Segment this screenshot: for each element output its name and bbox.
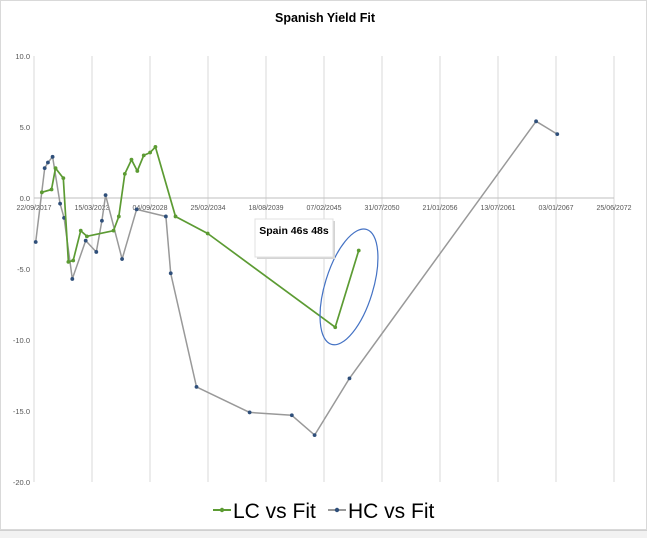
data-point — [46, 160, 50, 165]
data-point — [173, 214, 178, 219]
highlight-ellipse — [319, 228, 379, 346]
data-point — [141, 153, 146, 158]
data-point — [333, 325, 338, 330]
data-point — [61, 176, 66, 181]
x-tick-label: 04/09/2028 — [132, 205, 167, 212]
annotation-layer: Spain 46s 48s — [254, 218, 379, 346]
data-point — [53, 166, 58, 171]
legend: LC vs Fit HC vs Fit — [213, 500, 434, 523]
legend-label: HC vs Fit — [348, 500, 434, 523]
legend-swatch-marker — [219, 507, 225, 513]
legend-label: LC vs Fit — [233, 500, 316, 523]
x-tick-label: 18/08/2039 — [248, 205, 283, 212]
data-point — [168, 271, 173, 276]
y-tick-label: 5.0 — [20, 123, 30, 132]
data-point — [78, 228, 83, 233]
x-tick-label: 31/07/2050 — [364, 205, 399, 212]
data-point — [205, 231, 210, 236]
y-tick-label: 10.0 — [15, 52, 30, 61]
data-point — [111, 228, 116, 233]
callout-text: Spain 46s 48s — [259, 225, 329, 237]
data-point — [153, 144, 158, 149]
data-point — [70, 277, 75, 281]
legend-swatch-marker — [334, 507, 340, 513]
y-tick-label: -10.0 — [13, 336, 30, 345]
x-tick-label: 22/09/2017 — [16, 205, 51, 212]
data-point — [103, 193, 108, 198]
data-point — [120, 257, 124, 261]
data-point — [289, 413, 294, 418]
y-tick-label: -15.0 — [13, 407, 30, 416]
data-point — [100, 218, 104, 223]
data-point — [58, 201, 62, 206]
x-axis-ticks: 22/09/2017 15/03/2023 04/09/2028 25/02/2034… — [16, 205, 631, 212]
data-point — [42, 166, 47, 171]
data-point — [83, 238, 88, 243]
sheet-row-strip — [0, 530, 647, 538]
data-point — [39, 190, 44, 195]
data-point — [194, 384, 199, 389]
x-tick-label: 15/03/2023 — [74, 205, 109, 212]
callout-box — [254, 218, 334, 258]
x-tick-label: 07/02/2045 — [306, 205, 341, 212]
y-tick-label: -20.0 — [13, 478, 30, 487]
data-point — [116, 214, 121, 219]
data-point — [356, 248, 361, 253]
data-point — [312, 433, 317, 438]
x-tick-label: 21/01/2056 — [422, 205, 457, 212]
data-point — [135, 169, 140, 173]
data-point — [71, 258, 76, 263]
data-point — [163, 214, 168, 219]
x-tick-label: 13/07/2061 — [480, 205, 515, 212]
data-point — [129, 157, 134, 162]
x-tick-label: 03/01/2067 — [538, 205, 573, 212]
x-tick-label: 25/02/2034 — [190, 205, 225, 212]
series-line-hc-vs-fit — [34, 120, 558, 436]
data-point — [33, 240, 38, 244]
chart-title: Spanish Yield Fit — [275, 11, 376, 25]
y-tick-label: -5.0 — [17, 265, 30, 274]
data-point — [94, 250, 99, 254]
data-point — [66, 260, 71, 264]
data-point — [247, 410, 252, 415]
gridlines — [33, 56, 615, 482]
data-point — [555, 132, 560, 137]
data-point — [84, 234, 89, 239]
data-point — [122, 171, 127, 176]
data-point — [49, 187, 54, 192]
series-layer — [33, 119, 560, 438]
series-line-lc-vs-fit — [41, 146, 360, 329]
data-point — [534, 119, 538, 124]
y-tick-label: 0.0 — [20, 194, 30, 203]
data-point — [50, 154, 55, 159]
x-tick-label: 25/06/2072 — [596, 205, 631, 212]
data-point — [148, 150, 153, 155]
data-point — [347, 376, 352, 381]
data-point — [134, 207, 139, 212]
y-axis-ticks: 10.0 5.0 0.0 -5.0 -10.0 -15.0 -20.0 — [13, 52, 30, 487]
